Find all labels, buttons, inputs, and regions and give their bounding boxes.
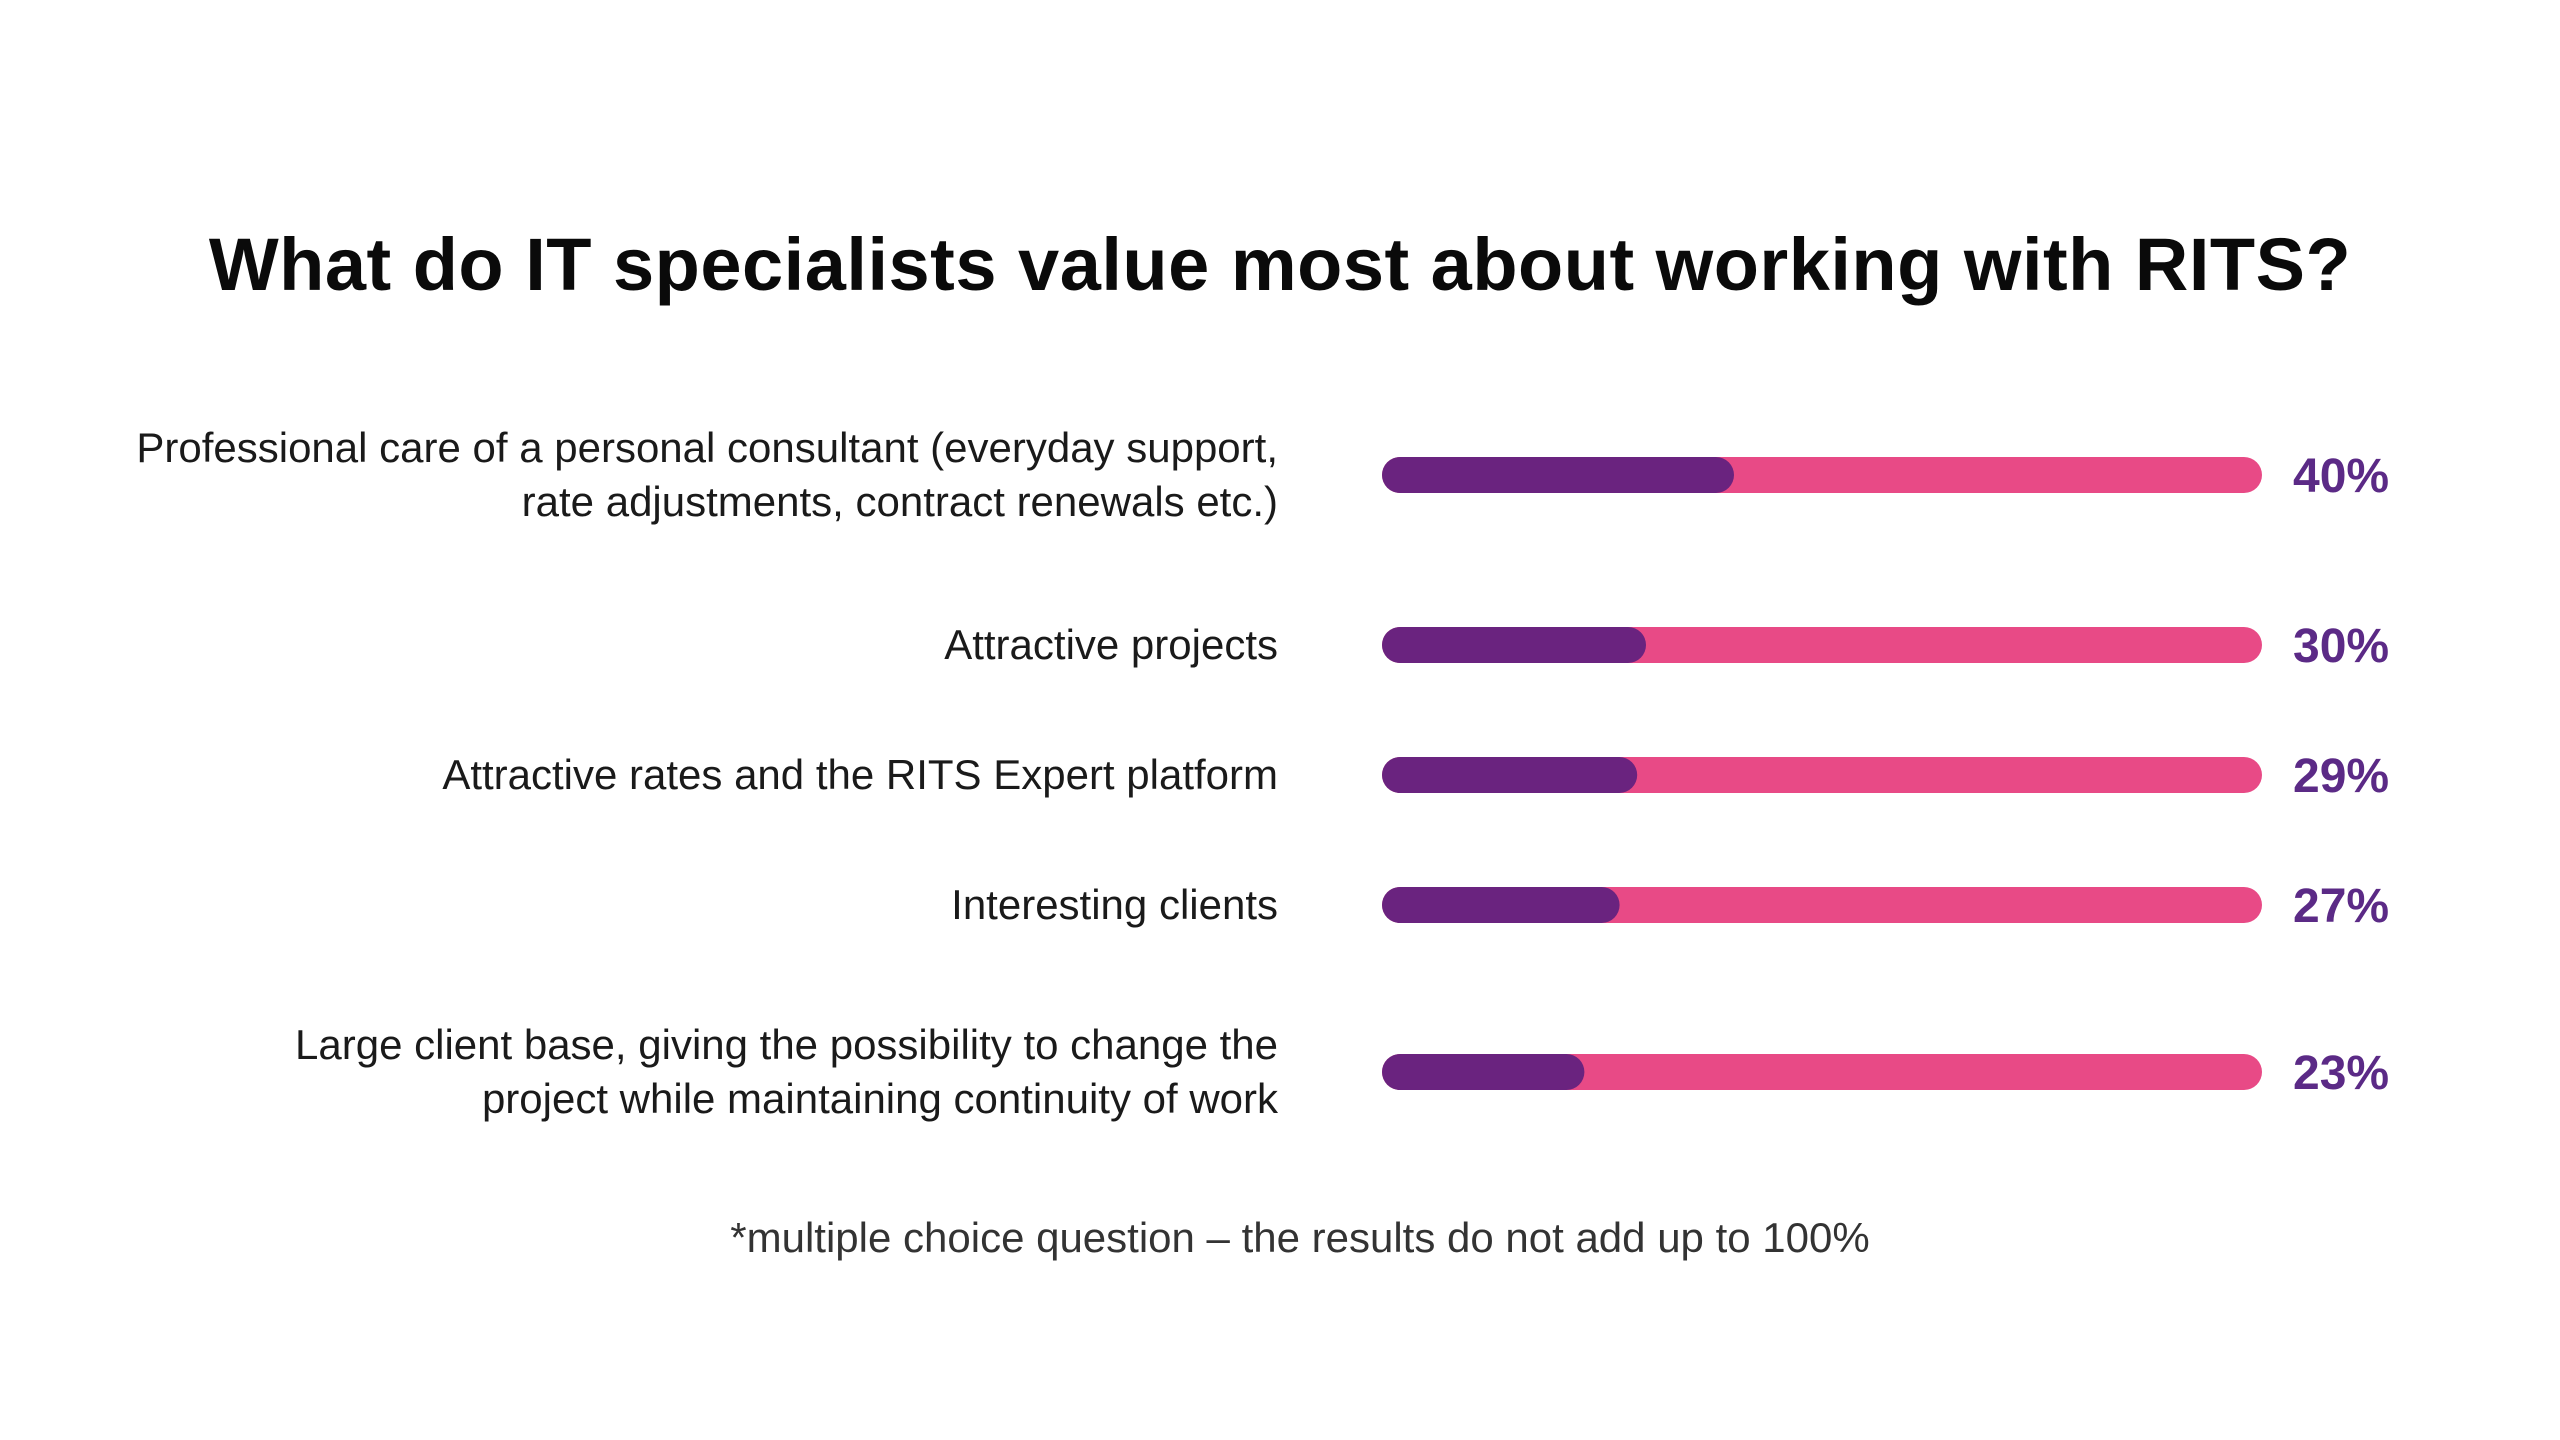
category-label: Large client base, giving the possibilit… [295,1018,1278,1126]
value-label: 23% [2293,1047,2390,1100]
category-label-line: Large client base, giving the possibilit… [295,1021,1278,1068]
category-label: Interesting clients [951,878,1278,932]
value-label: 27% [2293,880,2390,933]
category-label-line: rate adjustments, contract renewals etc.… [521,478,1278,525]
bar-track [1382,1054,2262,1090]
value-label: 30% [2293,620,2390,673]
category-label-line: Interesting clients [951,881,1278,928]
bar-fill [1382,1054,1585,1090]
footnote: *multiple choice question – the results … [730,1214,1870,1261]
chart-title: What do IT specialists value most about … [208,223,2352,306]
category-label-line: project while maintaining continuity of … [481,1075,1278,1122]
category-label-line: Professional care of a personal consulta… [136,424,1278,471]
category-label-line: Attractive rates and the RITS Expert pla… [442,751,1278,798]
bar-fill [1382,457,1734,493]
category-label-line: Attractive projects [944,621,1278,668]
category-label: Professional care of a personal consulta… [136,421,1278,529]
bar-fill [1382,887,1620,923]
bar-fill [1382,627,1646,663]
bar-fill [1382,757,1638,793]
value-label: 40% [2293,450,2390,503]
category-label: Attractive rates and the RITS Expert pla… [442,748,1278,802]
value-label: 29% [2293,750,2390,803]
category-label: Attractive projects [944,618,1278,672]
